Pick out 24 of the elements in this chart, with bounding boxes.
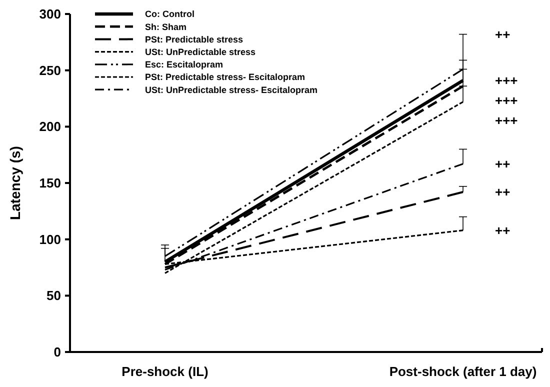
y-tick-label: 50 <box>46 288 61 304</box>
y-tick-label: 250 <box>39 62 61 78</box>
legend-label: PSt: Predictable stress- Escitalopram <box>145 72 306 82</box>
annotation: +++ <box>495 93 518 108</box>
x-tick-label: Post-shock (after 1 day) <box>389 364 537 379</box>
y-tick-label: 300 <box>39 6 61 22</box>
annotation: ++ <box>495 184 511 200</box>
legend-label: Esc: Escitalopram <box>145 60 224 70</box>
annotation: +++ <box>495 73 518 88</box>
annotation: ++ <box>495 26 511 42</box>
annotation: ++ <box>495 222 511 238</box>
y-tick-label: 0 <box>54 344 61 360</box>
legend-label: Co: Control <box>145 9 194 20</box>
legend-label: PSt: Predictable stress <box>145 34 244 44</box>
x-tick-label: Pre-shock (IL) <box>122 364 208 379</box>
y-tick-label: 150 <box>39 176 61 191</box>
y-tick-label: 100 <box>39 232 61 247</box>
legend-label: Sh: Sham <box>145 22 187 32</box>
annotation: +++ <box>495 113 518 128</box>
legend-label: USt: UnPredictable stress <box>145 46 256 57</box>
y-tick-label: 200 <box>39 119 61 134</box>
annotation: ++ <box>495 156 511 172</box>
y-axis-title: Latency (s) <box>7 146 23 220</box>
legend-label: USt: UnPredictable stress- Escitalopram <box>145 84 318 95</box>
